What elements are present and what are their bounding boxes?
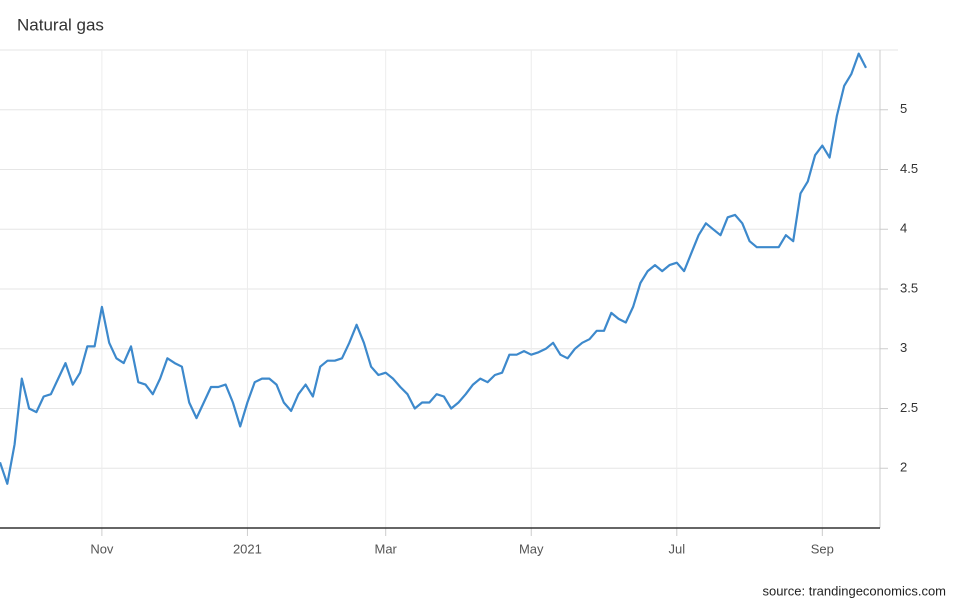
y-tick-label: 5 [900,101,907,116]
y-tick-label: 3.5 [900,280,918,295]
y-tick-label: 4.5 [900,161,918,176]
x-tick-label: Nov [90,541,114,556]
x-tick-label: Sep [811,541,834,556]
x-tick-label: May [519,541,544,556]
line-series [0,52,867,485]
y-tick-label: 3 [900,340,907,355]
y-tick-label: 2 [900,460,907,475]
x-tick-label: Jul [668,541,685,556]
chart-title: Natural gas [17,15,104,34]
y-tick-label: 4 [900,221,907,236]
x-tick-label: 2021 [233,541,262,556]
y-tick-label: 2.5 [900,400,918,415]
x-tick-label: Mar [375,541,398,556]
source: source: trandingeconomics.com [762,583,946,598]
